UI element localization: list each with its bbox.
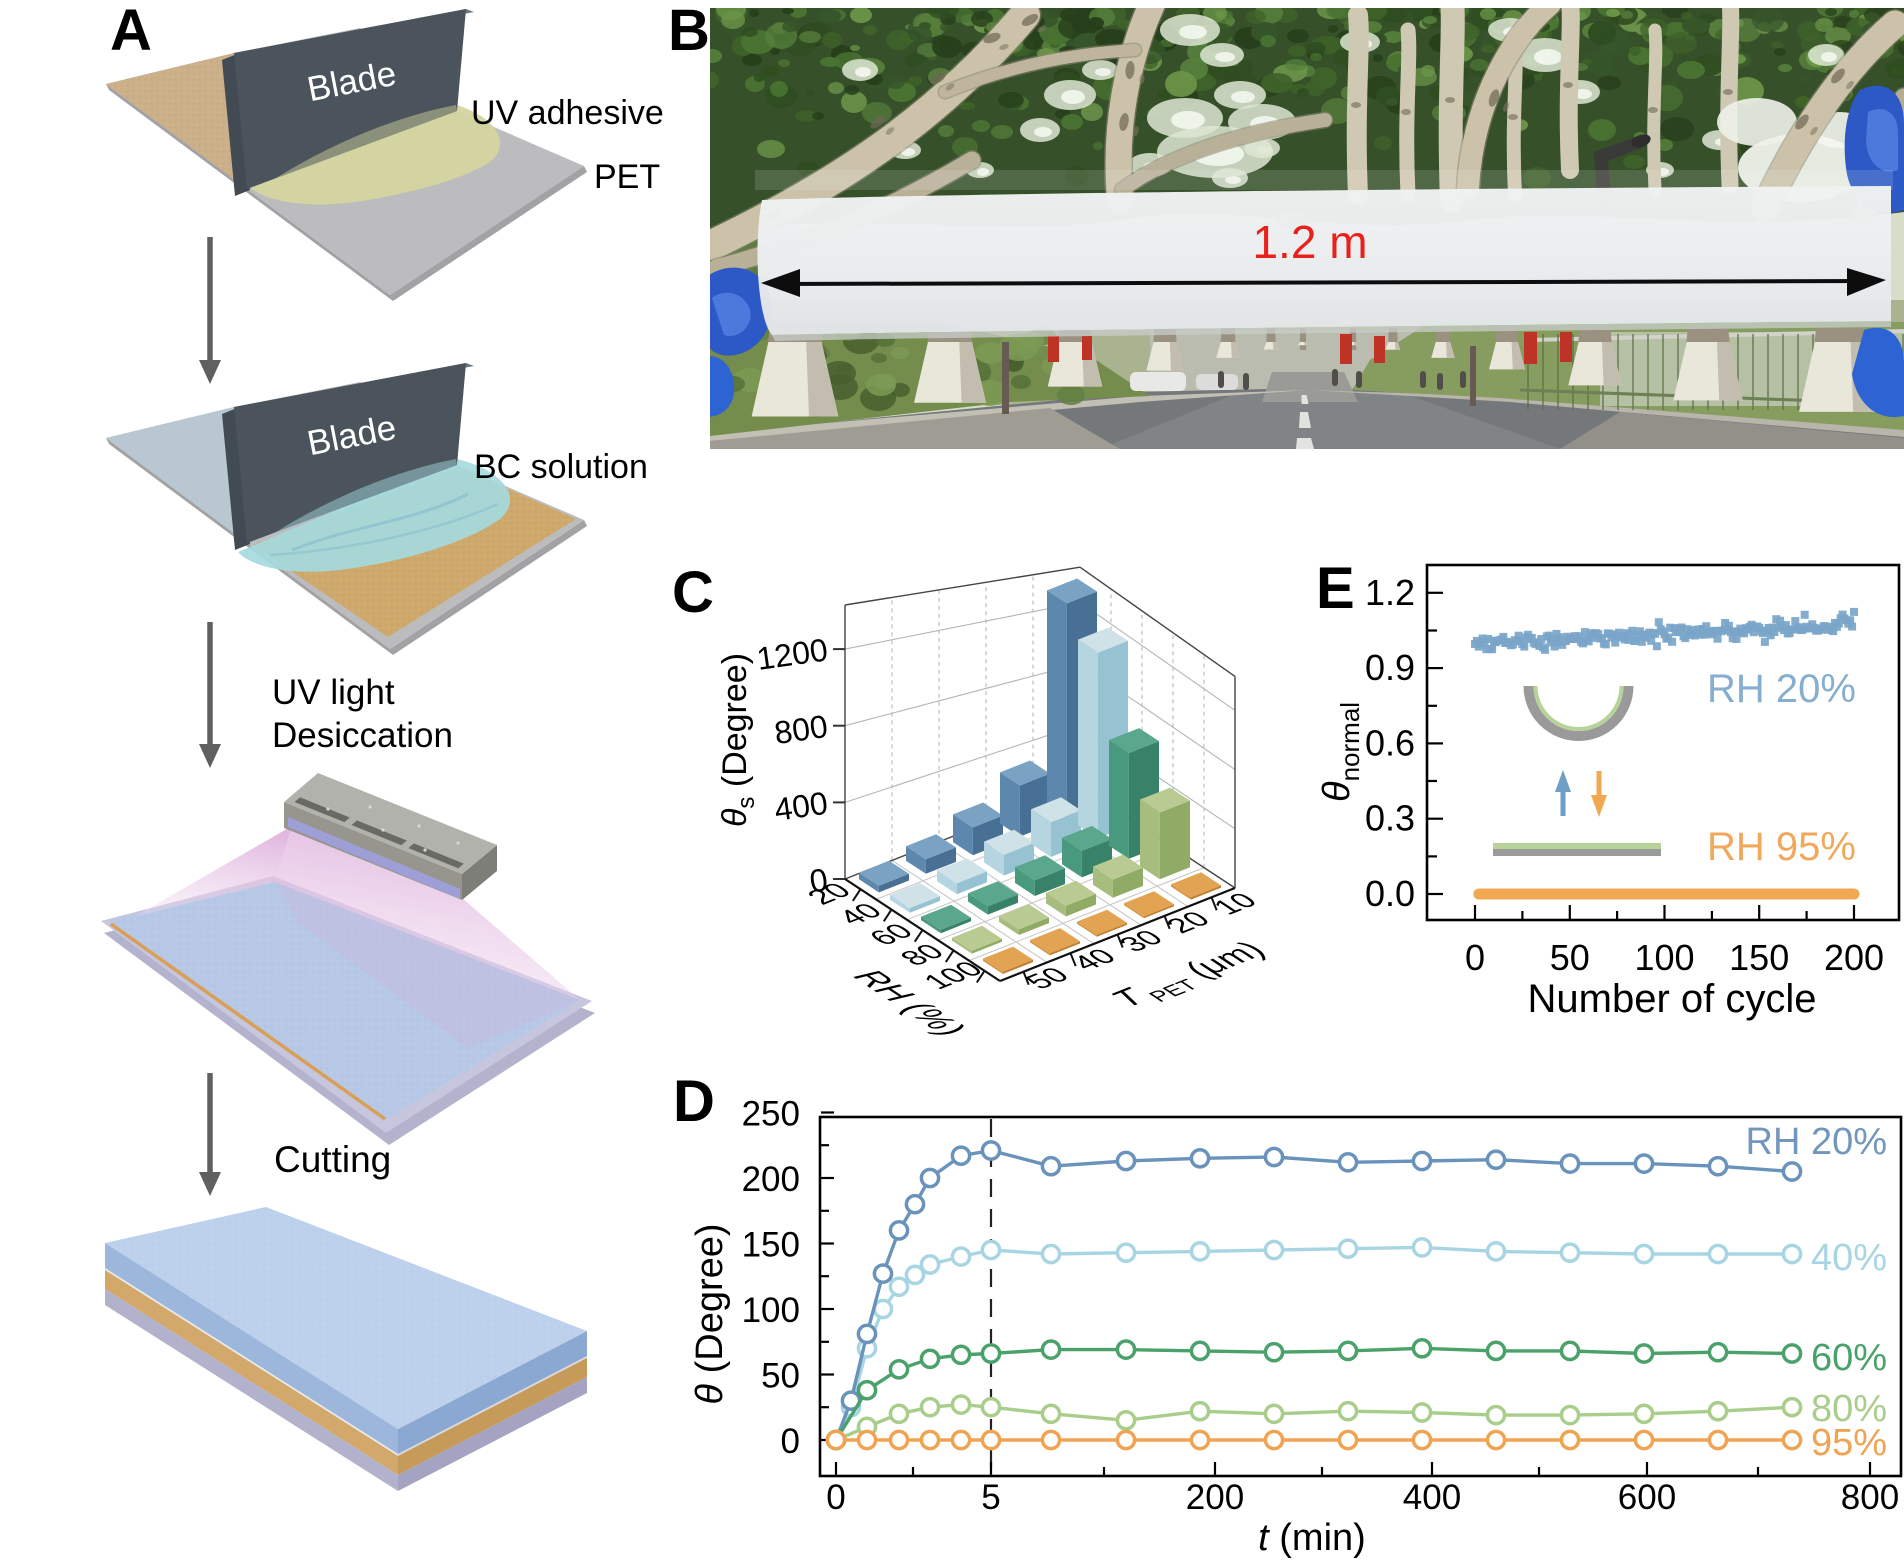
svg-text:t (min): t (min): [1258, 1517, 1366, 1559]
svg-text:400: 400: [1403, 1478, 1461, 1517]
svg-text:150: 150: [742, 1226, 800, 1265]
svg-text:0.0: 0.0: [1365, 873, 1415, 914]
svg-text:E: E: [1316, 556, 1355, 621]
svg-text:UV light: UV light: [272, 673, 395, 712]
svg-text:RH 20%: RH 20%: [1746, 1121, 1888, 1163]
svg-text:0: 0: [826, 1478, 845, 1517]
svg-text:250: 250: [742, 1095, 800, 1134]
svg-text:50: 50: [1550, 937, 1590, 978]
svg-text:5: 5: [981, 1478, 1000, 1517]
svg-text:Cutting: Cutting: [274, 1139, 391, 1180]
svg-text:0.3: 0.3: [1365, 798, 1415, 839]
svg-text:200: 200: [1186, 1478, 1244, 1517]
svg-text:50: 50: [761, 1357, 800, 1396]
svg-text:1.2: 1.2: [1365, 572, 1415, 613]
svg-text:B: B: [668, 0, 710, 63]
svg-text:D: D: [673, 1069, 715, 1134]
svg-text:600: 600: [1618, 1478, 1676, 1517]
svg-text:θnormal: θnormal: [1316, 702, 1365, 802]
svg-text:C: C: [672, 560, 714, 625]
svg-text:0: 0: [807, 861, 830, 899]
svg-text:100: 100: [742, 1291, 800, 1330]
svg-text:UV adhesive: UV adhesive: [471, 94, 664, 132]
svg-text:A: A: [110, 0, 152, 63]
svg-text:800: 800: [772, 708, 830, 751]
svg-text:BC solution: BC solution: [474, 448, 648, 486]
svg-text:RH 95%: RH 95%: [1707, 825, 1856, 869]
svg-text:40%: 40%: [1811, 1237, 1887, 1279]
svg-text:0.6: 0.6: [1365, 722, 1415, 763]
svg-text:1.2 m: 1.2 m: [1252, 216, 1367, 268]
svg-text:150: 150: [1729, 937, 1789, 978]
svg-text:800: 800: [1841, 1478, 1899, 1517]
svg-text:0: 0: [781, 1422, 800, 1461]
svg-text:400: 400: [772, 785, 830, 828]
svg-text:200: 200: [1824, 937, 1884, 978]
svg-text:Desiccation: Desiccation: [272, 716, 453, 755]
svg-text:95%: 95%: [1811, 1422, 1887, 1464]
svg-text:0.9: 0.9: [1365, 647, 1415, 688]
svg-text:60%: 60%: [1811, 1337, 1887, 1379]
svg-text:RH 20%: RH 20%: [1707, 667, 1856, 711]
svg-text:PET: PET: [594, 158, 660, 196]
svg-text:80%: 80%: [1811, 1388, 1887, 1430]
svg-text:200: 200: [742, 1160, 800, 1199]
svg-text:0: 0: [1465, 937, 1485, 978]
svg-text:100: 100: [1634, 937, 1694, 978]
svg-text:Number of cycle: Number of cycle: [1528, 977, 1817, 1021]
svg-text:θ (Degree): θ (Degree): [689, 1223, 731, 1404]
svg-text:θs (Degree): θs (Degree): [716, 653, 760, 827]
